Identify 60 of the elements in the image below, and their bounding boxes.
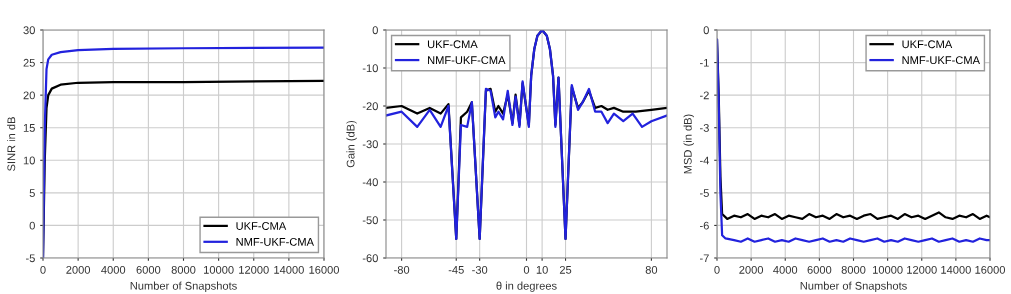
x-tick-label: 10 (536, 265, 548, 274)
x-tick-label: 16000 (975, 265, 1006, 274)
legend-label: UKF-CMA (427, 40, 478, 49)
x-tick-label: 16000 (309, 265, 340, 274)
x-tick-label: -45 (448, 266, 464, 274)
y-tick-label: -3 (699, 123, 709, 132)
x-tick-label: 8000 (171, 265, 196, 274)
x-tick-label: 2000 (739, 265, 764, 274)
y-tick-label: -60 (362, 254, 378, 263)
x-tick-label: 6000 (136, 265, 161, 274)
y-tick-label: -4 (699, 156, 710, 165)
y-tick-label: 5 (29, 189, 35, 197)
x-tick-label: 10000 (873, 265, 903, 274)
x-tick-label: 4000 (101, 265, 126, 274)
x-tick-label: 25 (559, 265, 572, 274)
x-axis-title: Number of Snapshots (800, 281, 907, 292)
y-axis-title: MSD (in dB) (683, 114, 694, 174)
y-tick-label: 0 (29, 221, 35, 230)
x-axis-title: θ in degrees (496, 281, 557, 292)
x-tick-label: 6000 (807, 265, 832, 274)
x-tick-label: -80 (394, 265, 410, 274)
y-tick-label: -20 (362, 102, 378, 111)
legend-label: NMF-UKF-CMA (902, 56, 980, 65)
x-axis-title: Number of Snapshots (130, 281, 237, 292)
x-tick-label: 12000 (239, 265, 269, 274)
y-axis-title: Gain (dB) (346, 120, 357, 168)
legend-label: NMF-UKF-CMA (236, 237, 314, 246)
x-tick-label: 14000 (941, 265, 971, 274)
y-tick-label: -7 (699, 254, 709, 263)
y-tick-label: -50 (362, 216, 378, 225)
y-tick-label: -1 (699, 58, 709, 67)
y-tick-label: 30 (23, 26, 35, 35)
y-tick-label: -2 (699, 91, 709, 100)
y-tick-label: 10 (23, 156, 35, 165)
legend-label: UKF-CMA (902, 40, 953, 49)
y-tick-label: -5 (699, 189, 709, 197)
x-tick-label: 0 (523, 265, 530, 274)
x-tick-label: 0 (714, 265, 720, 274)
y-tick-label: -5 (25, 254, 35, 263)
y-tick-label: -30 (362, 140, 378, 149)
x-tick-label: 80 (645, 265, 658, 274)
y-tick-label: -6 (699, 221, 709, 230)
x-tick-label: 10000 (204, 265, 234, 274)
y-tick-label: 15 (23, 124, 35, 132)
legend-label: NMF-UKF-CMA (428, 56, 506, 65)
x-tick-label: 14000 (274, 265, 304, 274)
x-tick-label: 0 (40, 265, 46, 274)
x-tick-label: 4000 (773, 265, 798, 274)
y-tick-label: 0 (703, 26, 709, 35)
y-tick-label: 20 (23, 91, 35, 100)
y-tick-label: 25 (23, 58, 35, 67)
y-tick-label: 0 (372, 26, 378, 35)
x-tick-label: -30 (472, 265, 488, 274)
y-tick-label: -10 (362, 64, 378, 73)
x-tick-label: 2000 (66, 265, 91, 274)
x-tick-label: 8000 (841, 265, 866, 274)
y-tick-label: -40 (362, 178, 378, 187)
x-tick-label: 12000 (907, 265, 937, 274)
legend-label: UKF-CMA (236, 222, 287, 230)
y-axis-title: SINR in dB (7, 117, 16, 171)
